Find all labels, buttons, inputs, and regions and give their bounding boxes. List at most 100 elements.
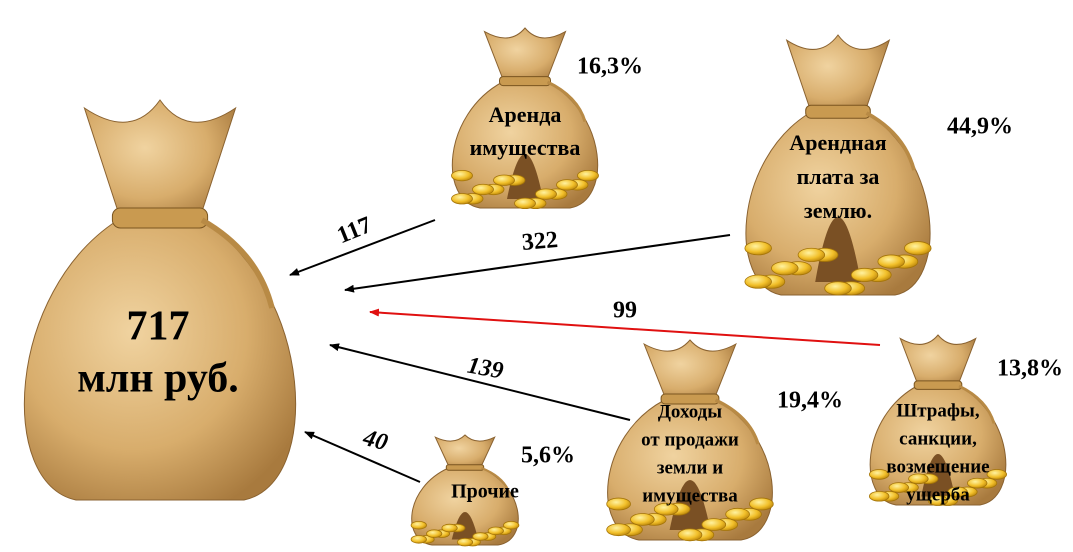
coin	[410, 520, 427, 530]
coin	[606, 497, 631, 511]
coin	[493, 174, 515, 186]
source-percent: 19,4%	[777, 388, 843, 414]
coin	[744, 274, 772, 289]
coin	[797, 247, 826, 262]
coin	[904, 241, 932, 256]
coin	[410, 535, 427, 544]
bag-rope	[913, 380, 963, 390]
bag-neck	[899, 334, 977, 387]
source-percent: 44,9%	[947, 114, 1013, 140]
bag-opening	[815, 217, 861, 282]
total-value: 717	[127, 304, 190, 350]
flow-arrow	[304, 431, 421, 483]
source-percent: 16,3%	[577, 54, 643, 80]
money-bag	[410, 434, 520, 547]
coin	[535, 188, 557, 200]
coin	[986, 469, 1008, 480]
flow-amount: 40	[359, 425, 390, 457]
bag-neck	[785, 34, 891, 114]
money-bag	[744, 34, 932, 296]
coin	[426, 529, 443, 538]
flow-arrow	[344, 234, 731, 293]
flow-arrow	[329, 343, 631, 421]
coin	[487, 526, 504, 536]
source-label: земли и	[657, 457, 723, 478]
source-percent: 5,6%	[521, 443, 575, 469]
coin	[503, 520, 520, 530]
bag-rope-end	[200, 217, 275, 309]
coin	[701, 518, 727, 531]
coin	[577, 169, 599, 182]
coin	[606, 523, 631, 537]
total-unit: млн руб.	[77, 356, 239, 402]
source-label: от продажи	[641, 429, 739, 450]
coin	[725, 507, 750, 521]
flow-amount: 99	[613, 298, 637, 324]
coin	[908, 473, 929, 485]
flow-amount: 139	[465, 353, 505, 385]
coin	[947, 486, 968, 498]
flow-amount: 117	[333, 212, 375, 249]
bag-opening	[669, 480, 711, 530]
bag-rope-end	[865, 111, 916, 171]
coin	[456, 537, 474, 547]
source-label: Доходы	[658, 401, 722, 422]
bag-rope	[805, 104, 871, 119]
coin	[869, 469, 890, 480]
source-label: ущерба	[906, 484, 970, 505]
coin	[441, 523, 458, 533]
coin	[451, 193, 473, 205]
bag-opening	[921, 454, 955, 497]
money-bag	[451, 27, 599, 210]
coin	[744, 241, 772, 256]
coin	[472, 532, 489, 541]
bag-rope-end	[481, 466, 511, 493]
coin	[888, 482, 910, 493]
coin	[556, 179, 578, 191]
bag-rope	[111, 207, 209, 229]
source-label: Арендная	[789, 130, 886, 155]
bag-neck	[643, 339, 737, 401]
coin	[677, 528, 703, 542]
coin	[514, 197, 536, 210]
bag-opening	[507, 154, 543, 199]
coin	[630, 513, 655, 526]
source-label: санкции,	[899, 428, 977, 449]
bag-rope-end	[958, 384, 996, 424]
coin	[927, 495, 949, 506]
source-label: имущества	[470, 135, 581, 160]
bag-rope	[499, 76, 551, 87]
coin	[749, 497, 774, 511]
money-bag	[23, 99, 297, 501]
coin	[824, 281, 852, 296]
source-percent: 13,8%	[997, 356, 1063, 382]
coin	[869, 490, 890, 502]
coin	[472, 183, 494, 196]
bag-neck	[83, 99, 237, 221]
flow-arrow	[369, 308, 881, 346]
coin	[877, 254, 905, 269]
source-label: землю.	[804, 198, 872, 223]
bag-neck	[434, 434, 496, 469]
bag-rope-end	[546, 80, 587, 123]
source-label: Аренда	[489, 102, 562, 127]
coin	[653, 502, 679, 516]
bag-rope-end	[714, 398, 760, 445]
source-label: возмещение	[886, 456, 989, 477]
bag-rope	[660, 393, 720, 405]
source-label: Штрафы,	[896, 400, 979, 421]
coin	[850, 267, 879, 282]
bag-rope	[445, 464, 485, 471]
flow-amount: 322	[521, 227, 559, 256]
coin	[967, 477, 988, 489]
bag-neck	[483, 27, 567, 83]
source-label: имущества	[642, 485, 738, 506]
coin	[451, 169, 473, 182]
bag-opening	[451, 512, 479, 540]
money-bag	[869, 334, 1008, 506]
money-bag	[606, 339, 774, 542]
source-label: плата за	[797, 164, 880, 189]
flow-arrow	[289, 219, 436, 276]
coin	[771, 261, 799, 276]
